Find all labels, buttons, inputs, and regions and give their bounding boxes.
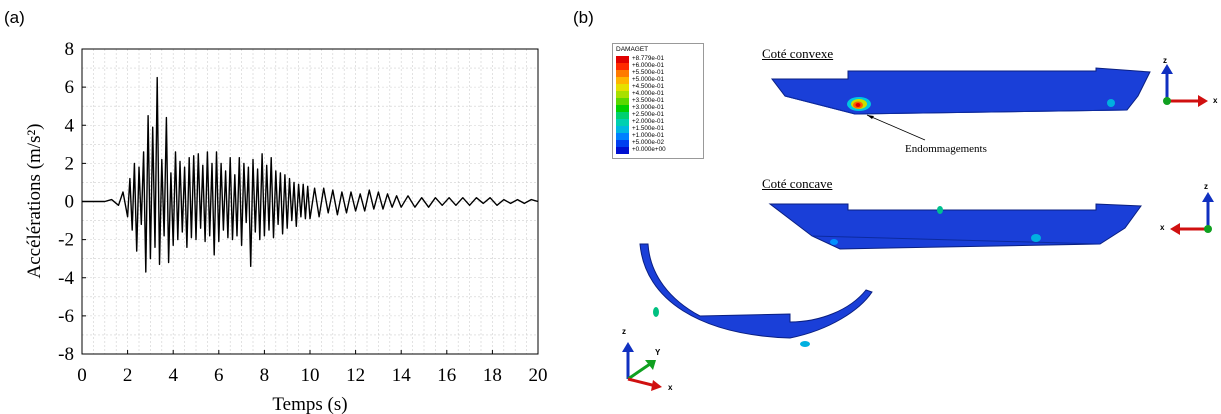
x-tick-label: 6: [214, 365, 224, 386]
legend-value: +2.500e-01: [632, 111, 665, 118]
y-tick-label: 4: [65, 115, 75, 136]
legend-entry: +1.000e-01: [616, 132, 700, 140]
legend-swatch: [616, 56, 629, 63]
legend-swatch: [616, 126, 629, 133]
curved-view-model: [639, 243, 873, 347]
fem-views: [622, 64, 1214, 391]
legend-swatch: [616, 133, 629, 140]
convex-view-title: Coté convexe: [762, 46, 834, 61]
y-tick-label: -8: [58, 344, 74, 365]
legend-value: +1.000e-01: [632, 132, 665, 139]
legend-value: +5.000e-01: [632, 76, 665, 83]
legend-swatch: [616, 119, 629, 126]
legend-swatch: [616, 84, 629, 91]
triad-middle-z-label: z: [1204, 182, 1208, 191]
x-tick-label: 16: [437, 365, 456, 386]
legend-value: +0.000e+00: [632, 146, 666, 153]
x-tick-label: 8: [260, 365, 270, 386]
legend-value: +4.000e-01: [632, 90, 665, 97]
annotation-arrow: [866, 114, 926, 141]
x-axis-label: Temps (s): [272, 394, 347, 414]
legend-value: +3.500e-01: [632, 97, 665, 104]
triad-middle-x-label: x: [1160, 223, 1165, 232]
legend-entry: +1.500e-01: [616, 125, 700, 133]
triad-bottom-x-label: x: [668, 383, 673, 392]
legend-value: +8.779e-01: [632, 55, 665, 62]
y-tick-label: 6: [65, 77, 75, 98]
axes-triad-top: [1161, 64, 1208, 107]
legend-swatch: [616, 140, 629, 147]
axes-triad-middle: [1170, 192, 1214, 235]
tick-marks: [81, 48, 539, 355]
legend-entry: +5.000e-01: [616, 76, 700, 84]
x-tick-label: 10: [301, 365, 320, 386]
x-tick-label: 14: [392, 365, 412, 386]
legend-title: DAMAGET: [616, 46, 649, 53]
legend-entry: +5.000e-02: [616, 139, 700, 147]
y-axis-label: Accélérations (m/s²): [24, 124, 45, 279]
concave-view-title: Coté concave: [762, 176, 833, 191]
triad-bottom-z-label: z: [622, 327, 626, 336]
legend-value: +2.000e-01: [632, 118, 665, 125]
triad-bottom-y-label: Y: [655, 348, 661, 357]
legend-swatch: [616, 105, 629, 112]
y-tick-label: 0: [65, 192, 75, 213]
triad-top-z-label: z: [1163, 56, 1167, 65]
legend-entry: +0.000e+00: [616, 146, 700, 154]
concave-view-model: [768, 203, 1142, 250]
legend-swatch: [616, 91, 629, 98]
x-tick-label: 0: [77, 365, 87, 386]
legend-entry: +2.500e-01: [616, 111, 700, 119]
legend-value: +1.500e-01: [632, 125, 665, 132]
chart-grid: [82, 49, 538, 354]
legend-swatch: [616, 63, 629, 70]
y-tick-label: 2: [65, 153, 75, 174]
panel-label-b: (b): [573, 8, 594, 27]
y-tick-label: -2: [58, 230, 74, 251]
legend-swatch: [616, 98, 629, 105]
legend-entry: +3.000e-01: [616, 104, 700, 112]
legend-swatch: [616, 70, 629, 77]
axes-triad-bottom: [622, 342, 662, 391]
legend-entry: +3.500e-01: [616, 97, 700, 105]
triad-top-x-label: x: [1213, 96, 1218, 105]
legend-entry: +6.000e-01: [616, 62, 700, 70]
y-tick-label: 8: [65, 39, 75, 60]
legend-swatch: [616, 147, 629, 154]
y-tick-label: -6: [58, 306, 74, 327]
x-tick-label: 12: [346, 365, 365, 386]
x-tick-label: 2: [123, 365, 133, 386]
legend-entry: +8.779e-01: [616, 55, 700, 63]
legend-entry: +4.500e-01: [616, 83, 700, 91]
legend-value: +4.500e-01: [632, 83, 665, 90]
x-tick-label: 18: [483, 365, 502, 386]
panel-label-a: (a): [4, 8, 25, 27]
series-acceleration-line: [82, 76, 539, 273]
convex-view-model: [770, 67, 1151, 115]
y-tick-label: -4: [58, 268, 74, 289]
legend-value: +3.000e-01: [632, 104, 665, 111]
legend-swatch: [616, 77, 629, 84]
x-tick-label: 20: [529, 365, 548, 386]
damage-legend: DAMAGET +8.779e-01 +6.000e-01 +5.500e-01 +5…: [612, 43, 704, 159]
damage-annotation: Endommagements: [905, 143, 987, 155]
x-tick-label: 4: [168, 365, 178, 386]
legend-entry: +4.000e-01: [616, 90, 700, 98]
legend-entry: +2.000e-01: [616, 118, 700, 126]
legend-value: +5.500e-01: [632, 69, 665, 76]
legend-swatch: [616, 112, 629, 119]
legend-value: +5.000e-02: [632, 139, 665, 146]
legend-value: +6.000e-01: [632, 62, 665, 69]
legend-entry: +5.500e-01: [616, 69, 700, 77]
